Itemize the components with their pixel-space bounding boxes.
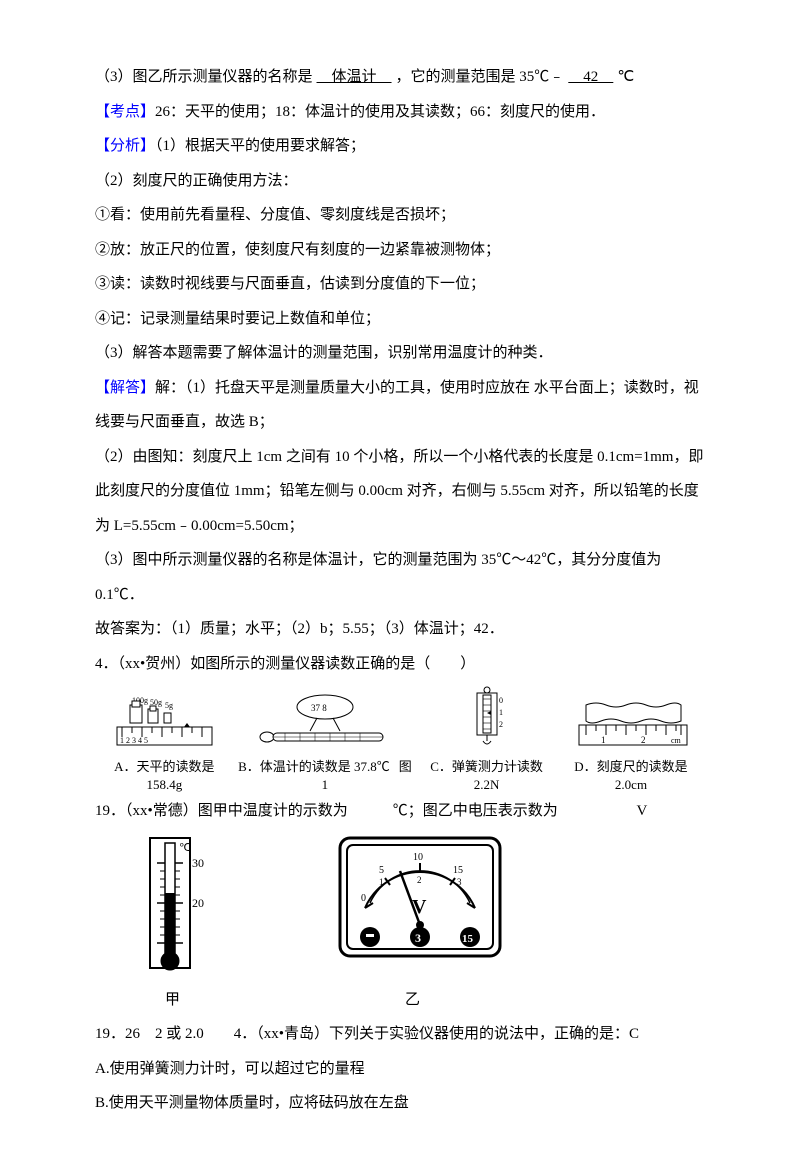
fenxi-line: 【分析】（1）根据天平的使用要求解答； xyxy=(95,129,705,164)
line: （3）图中所示测量仪器的名称是体温计，它的测量范围为 35℃～42℃，其分分度值… xyxy=(95,543,705,612)
line-3: （3）图乙所示测量仪器的名称是 体温计 ，它的测量范围是 35℃﹣ 42 ℃ xyxy=(95,60,705,95)
svg-text:1: 1 xyxy=(379,877,384,887)
figure-row-q4: 100g 50g 5g 1 2 3 4 5 A．天平的读数是 158.4g xyxy=(95,685,705,794)
thermometer-vertical-icon: ℃ 30 20 xyxy=(125,833,215,983)
svg-text:1: 1 xyxy=(601,735,606,745)
t: ℃ xyxy=(617,69,634,85)
svg-text:V: V xyxy=(412,896,427,918)
line: （3）解答本题需要了解体温计的测量范围，识别常用温度计的种类． xyxy=(95,336,705,371)
blank-2: 42 xyxy=(564,69,617,85)
svg-text:3: 3 xyxy=(457,877,462,887)
question-4: 4．（xx•贺州）如图所示的测量仪器读数正确的是（ ） xyxy=(95,647,705,682)
svg-text:cm: cm xyxy=(671,736,682,745)
kaodian-line: 【考点】26：天平的使用；18：体温计的使用及其读数；66：刻度尺的使用． xyxy=(95,95,705,130)
svg-text:10: 10 xyxy=(413,852,423,863)
caption-d: D．刻度尺的读数是 2.0cm xyxy=(557,758,705,794)
label-jia: 甲 xyxy=(165,983,180,1018)
line: ③读：读数时视线要与尺面垂直，估读到分度值的下一位； xyxy=(95,267,705,302)
caption-b: B．体温计的读数是 37.8℃ xyxy=(238,759,390,774)
t: 26：天平的使用；18：体温计的使用及其读数；66：刻度尺的使用． xyxy=(155,104,605,120)
jieda-label: 【解答】 xyxy=(95,380,155,396)
t: （3）图乙所示测量仪器的名称是 xyxy=(95,69,313,85)
svg-text:37 8: 37 8 xyxy=(311,703,327,713)
ruler-icon: 1 2 cm xyxy=(571,693,691,753)
svg-text:2: 2 xyxy=(499,720,503,729)
fig-d: 1 2 cm D．刻度尺的读数是 2.0cm xyxy=(557,693,705,794)
fig-b: 37 8 B．体温计的读数是 37.8℃ 图 1 xyxy=(234,693,416,794)
svg-text:2: 2 xyxy=(417,875,422,885)
svg-text:30: 30 xyxy=(192,856,204,870)
svg-text:3: 3 xyxy=(415,931,421,945)
t: （1）根据天平的使用要求解答； xyxy=(155,138,365,154)
svg-text:5: 5 xyxy=(379,865,384,876)
svg-text:1 2 3 4 5: 1 2 3 4 5 xyxy=(120,736,148,745)
fenxi-label: 【分析】 xyxy=(95,138,155,154)
svg-text:15: 15 xyxy=(453,865,463,876)
balance-icon: 100g 50g 5g 1 2 3 4 5 xyxy=(112,693,217,753)
line: （2）刻度尺的正确使用方法： xyxy=(95,164,705,199)
svg-text:15: 15 xyxy=(462,933,474,945)
svg-text:1: 1 xyxy=(499,708,503,717)
option-b: B.使用天平测量物体质量时，应将砝码放在左盘 xyxy=(95,1086,705,1121)
caption-c: C．弹簧测力计读数 2.2N xyxy=(416,758,557,794)
voltmeter-icon: 0 5 1 10 2 15 3 V 3 15 xyxy=(335,833,505,963)
spring-scale-icon: 0 1 2 xyxy=(447,685,527,753)
kaodian-label: 【考点】 xyxy=(95,104,155,120)
t: 解：（1）托盘天平是测量质量大小的工具，使用时应放在 水平台面上；读数时，视线要… xyxy=(95,380,699,431)
line: ①看：使用前先看量程、分度值、零刻度线是否损坏； xyxy=(95,198,705,233)
t: ，它的测量范围是 35℃﹣ xyxy=(396,69,565,85)
svg-text:℃: ℃ xyxy=(179,842,191,854)
svg-text:5g: 5g xyxy=(165,701,173,710)
line: ②放：放正尺的位置，使刻度尺有刻度的一边紧靠被测物体； xyxy=(95,233,705,268)
thermometer-icon: 37 8 xyxy=(255,693,395,753)
svg-text:20: 20 xyxy=(192,896,204,910)
line: ④记：记录测量结果时要记上数值和单位； xyxy=(95,302,705,337)
caption-a: A．天平的读数是 158.4g xyxy=(95,758,234,794)
fig-a: 100g 50g 5g 1 2 3 4 5 A．天平的读数是 158.4g xyxy=(95,693,234,794)
line: 故答案为：（1）质量；水平；（2）b；5.55；（3）体温计；42． xyxy=(95,612,705,647)
svg-text:0: 0 xyxy=(499,696,503,705)
option-a: A.使用弹簧测力计时，可以超过它的量程 xyxy=(95,1052,705,1087)
blank-1: 体温计 xyxy=(313,69,396,85)
question-19: 19．（xx•常德）图甲中温度计的示数为 ℃；图乙中电压表示数为 V xyxy=(95,794,705,829)
svg-text:2: 2 xyxy=(641,735,646,745)
line: （2）由图知：刻度尺上 1cm 之间有 10 个小格，所以一个小格代表的长度是 … xyxy=(95,440,705,544)
figure-row-q19: ℃ 30 20 xyxy=(95,833,705,983)
answer-19: 19．26 2 或 2.0 4．（xx•青岛）下列关于实验仪器使用的说法中，正确… xyxy=(95,1017,705,1052)
jieda-line: 【解答】解：（1）托盘天平是测量质量大小的工具，使用时应放在 水平台面上；读数时… xyxy=(95,371,705,440)
sub-labels: 甲 乙 xyxy=(165,983,705,1018)
svg-text:0: 0 xyxy=(361,893,366,904)
fig-c: 0 1 2 C．弹簧测力计读数 2.2N xyxy=(416,685,557,794)
label-yi: 乙 xyxy=(405,983,420,1018)
